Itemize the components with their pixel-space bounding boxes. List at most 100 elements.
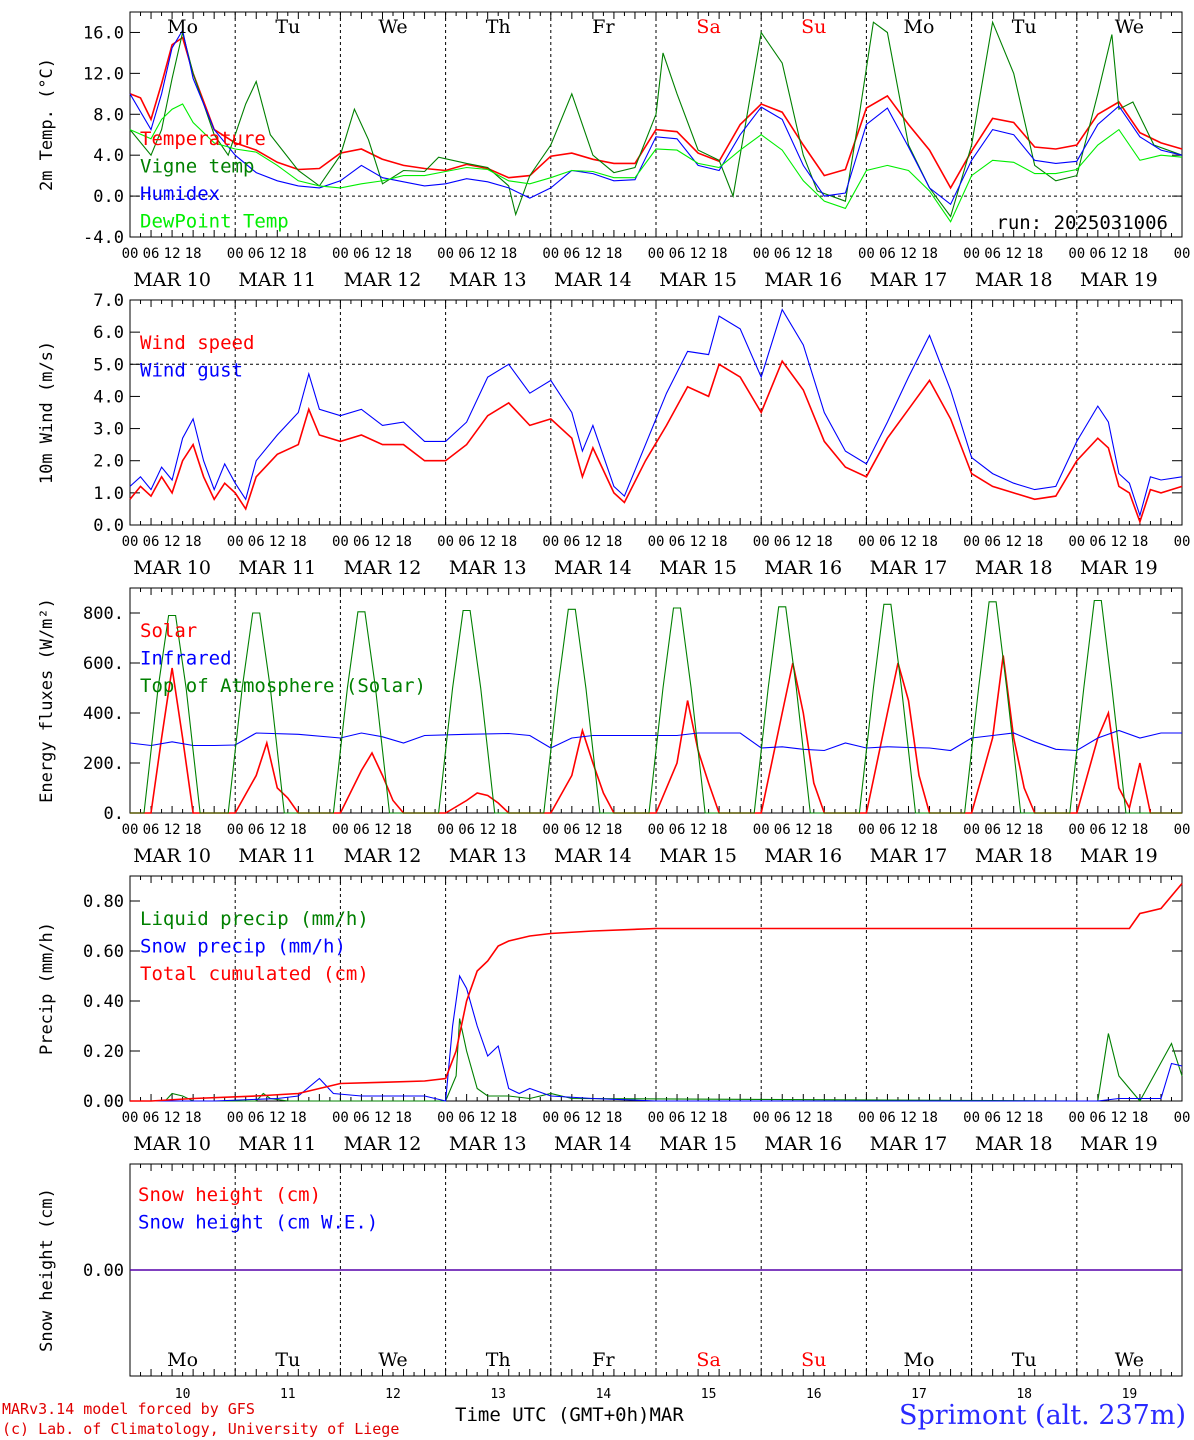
hour-tick-label: 12	[584, 534, 601, 550]
hour-tick-label: 12	[584, 822, 601, 838]
y-axis-label: 2m Temp. (°C)	[37, 58, 57, 191]
date-label: MAR 17	[870, 1133, 948, 1155]
hour-tick-label: 00	[542, 822, 559, 838]
hour-tick-label: 06	[984, 246, 1001, 262]
hour-tick-label: 00	[332, 1110, 349, 1126]
date-label: MAR 18	[975, 269, 1053, 291]
y-tick-label: 0.	[104, 804, 124, 824]
hour-tick-label: 12	[269, 534, 286, 550]
y-tick-label: 2.0	[93, 452, 124, 472]
hour-tick-label: 18	[711, 822, 728, 838]
hour-tick-label: 00	[753, 1110, 770, 1126]
y-tick-label: 0.00	[83, 1261, 124, 1281]
date-label: MAR 13	[449, 557, 527, 579]
date-label: MAR 16	[764, 269, 842, 291]
date-label: MAR 17	[870, 269, 948, 291]
hour-tick-label: 12	[269, 246, 286, 262]
legend-entry: Snow height (cm)	[138, 1184, 321, 1206]
hour-tick-label: 12	[1110, 246, 1127, 262]
legend-entry: Wind gust	[140, 360, 243, 382]
hour-tick-label: 18	[605, 534, 622, 550]
hour-tick-label: 18	[395, 534, 412, 550]
date-label: MAR 19	[1080, 1133, 1158, 1155]
hour-tick-label: 12	[269, 1110, 286, 1126]
date-label: MAR 11	[238, 269, 316, 291]
hour-tick-label: 06	[879, 246, 896, 262]
hour-tick-label: 00	[753, 534, 770, 550]
hour-tick-label: 06	[1089, 534, 1106, 550]
legend-entry: Liquid precip (mm/h)	[140, 908, 369, 930]
hour-tick-label: 12	[900, 534, 917, 550]
date-label: MAR 16	[764, 1133, 842, 1155]
weekday-label: We	[378, 1349, 407, 1371]
hour-tick-label: 00	[858, 1110, 875, 1126]
run-annotation: run: 2025031006	[996, 212, 1168, 234]
date-label: MAR 14	[554, 845, 632, 867]
hour-tick-label: 00	[122, 1110, 139, 1126]
y-tick-label: 0.0	[93, 187, 124, 207]
hour-tick-label: 18	[185, 822, 202, 838]
hour-tick-label: 18	[1131, 1110, 1148, 1126]
legend-entry: Humidex	[140, 183, 220, 205]
hour-tick-label: 12	[690, 534, 707, 550]
hour-tick-label: 00	[858, 534, 875, 550]
hour-tick-label: 06	[143, 246, 160, 262]
plot-frame	[129, 11, 1183, 238]
y-tick-label: 1.0	[93, 484, 124, 504]
day-number-label: 15	[701, 1387, 717, 1402]
hour-tick-label: 06	[458, 246, 475, 262]
date-label: MAR 16	[764, 557, 842, 579]
hour-tick-label: 06	[248, 822, 265, 838]
hour-tick-label: 18	[290, 246, 307, 262]
hour-tick-label: 06	[879, 534, 896, 550]
day-number-label: 19	[1122, 1387, 1138, 1402]
date-label: MAR 19	[1080, 557, 1158, 579]
hour-tick-label: 12	[584, 1110, 601, 1126]
hour-tick-label: 00	[542, 1110, 559, 1126]
hour-tick-label: 18	[816, 1110, 833, 1126]
hour-tick-label: 06	[879, 1110, 896, 1126]
date-label: MAR 15	[659, 845, 737, 867]
weekday-label: Su	[801, 1349, 826, 1371]
weekday-label: We	[1115, 1349, 1144, 1371]
date-label: MAR 18	[975, 557, 1053, 579]
weekday-label: Mo	[167, 1349, 198, 1371]
hour-tick-label: 12	[164, 1110, 181, 1126]
month-label: MAR	[649, 1404, 684, 1426]
series-line-temperature	[129, 36, 1183, 190]
y-axis-label: Precip (mm/h)	[37, 922, 57, 1055]
hour-tick-label: 06	[353, 534, 370, 550]
hour-tick-label: 00	[1068, 534, 1085, 550]
y-tick-label: 600.	[83, 654, 124, 674]
weekday-label: Sa	[696, 1349, 720, 1371]
day-number-label: 14	[596, 1387, 612, 1402]
hour-tick-label: 12	[690, 1110, 707, 1126]
hour-tick-label: 06	[353, 246, 370, 262]
hour-tick-label: 00	[332, 822, 349, 838]
hour-tick-label: 00	[1174, 246, 1191, 262]
hour-tick-label: 12	[1110, 822, 1127, 838]
hour-tick-label: 06	[563, 822, 580, 838]
day-number-label: 16	[806, 1387, 822, 1402]
y-tick-label: 0.80	[83, 892, 124, 912]
y-tick-label: 5.0	[93, 355, 124, 375]
y-axis-label: 10m Wind (m/s)	[37, 341, 57, 484]
hour-tick-label: 00	[753, 822, 770, 838]
hour-tick-label: 12	[374, 246, 391, 262]
plot-frame	[129, 587, 1183, 814]
hour-tick-label: 18	[1026, 534, 1043, 550]
weekday-label: Th	[486, 1349, 511, 1371]
legend-entry: Snow height (cm W.E.)	[138, 1212, 378, 1234]
hour-tick-label: 12	[269, 822, 286, 838]
date-label: MAR 12	[344, 557, 422, 579]
hour-tick-label: 06	[879, 822, 896, 838]
hour-tick-label: 18	[290, 822, 307, 838]
hour-tick-label: 00	[963, 534, 980, 550]
hour-tick-label: 12	[900, 1110, 917, 1126]
hour-tick-label: 12	[795, 246, 812, 262]
date-label: MAR 14	[554, 1133, 632, 1155]
hour-tick-label: 06	[774, 534, 791, 550]
day-number-label: 17	[911, 1387, 927, 1402]
weekday-label: Mo	[904, 16, 935, 38]
hour-tick-label: 00	[648, 1110, 665, 1126]
